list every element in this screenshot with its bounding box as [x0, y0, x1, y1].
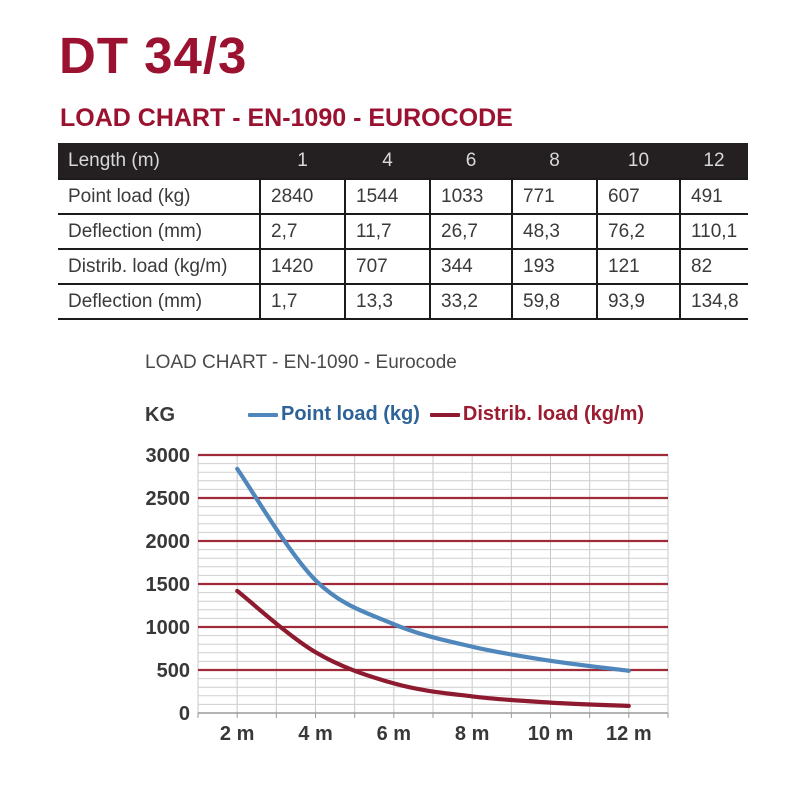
curve-point-load-kg — [235, 466, 631, 673]
col-header-6m: 6 — [430, 143, 512, 179]
page-subtitle: LOAD CHART - EN-1090 - EUROCODE — [60, 104, 513, 132]
cell-value: 1420 — [259, 248, 345, 284]
cell-value: 491 — [679, 178, 748, 214]
cell-value: 2840 — [259, 178, 345, 214]
cell-value: 26,7 — [429, 213, 512, 249]
row-label: Point load (kg) — [58, 178, 260, 214]
y-tick-labels: 0 500 1000 1500 2000 2500 3000 — [146, 445, 191, 725]
major-gridlines — [198, 453, 668, 672]
table-header-row: Length (m) 1 4 6 8 10 12 — [58, 143, 748, 179]
svg-text:2 m: 2 m — [220, 723, 254, 745]
cell-value: 76,2 — [596, 213, 680, 249]
cell-value: 48,3 — [511, 213, 597, 249]
cell-value: 59,8 — [511, 283, 597, 320]
svg-text:6 m: 6 m — [377, 723, 411, 745]
cell-value: 1,7 — [259, 283, 345, 320]
row-label: Deflection (mm) — [58, 283, 260, 320]
x-axis-baseline — [197, 712, 669, 718]
svg-text:1000: 1000 — [146, 617, 191, 639]
svg-text:0: 0 — [179, 703, 190, 725]
col-header-10m: 10 — [597, 143, 680, 179]
cell-value: 110,1 — [679, 213, 748, 249]
table-row-deflection-point: Deflection (mm) 2,7 11,7 26,7 48,3 76,2 … — [58, 213, 748, 249]
svg-text:3000: 3000 — [146, 445, 191, 467]
row-label: Deflection (mm) — [58, 213, 260, 249]
row-label: Distrib. load (kg/m) — [58, 248, 260, 284]
curve-distrib-load-kg-m — [235, 588, 631, 708]
table-row-distrib-load: Distrib. load (kg/m) 1420 707 344 193 12… — [58, 248, 748, 284]
table-row-deflection-distrib: Deflection (mm) 1,7 13,3 33,2 59,8 93,9 … — [58, 283, 748, 320]
cell-value: 1033 — [429, 178, 512, 214]
cell-value: 344 — [429, 248, 512, 284]
svg-text:2000: 2000 — [146, 531, 191, 553]
cell-value: 607 — [596, 178, 680, 214]
cell-value: 771 — [511, 178, 597, 214]
col-header-8m: 8 — [512, 143, 597, 179]
col-header-12m: 12 — [680, 143, 748, 179]
cell-value: 1544 — [344, 178, 430, 214]
point-load-line-swatch — [248, 412, 278, 417]
cell-value: 134,8 — [679, 283, 748, 320]
cell-value: 2,7 — [259, 213, 345, 249]
svg-text:10 m: 10 m — [528, 723, 574, 745]
svg-text:4 m: 4 m — [298, 723, 332, 745]
legend-item-point-load: Point load (kg) — [248, 403, 420, 426]
load-chart-plot: 0 500 1000 1500 2000 2500 3000 2 m 4 m 6 m 8 m 10 m… — [146, 445, 669, 745]
col-header-length: Length (m) — [58, 143, 260, 179]
y-axis-unit-label: KG — [145, 404, 175, 426]
table-row-point-load: Point load (kg) 2840 1544 1033 771 607 4… — [58, 178, 748, 214]
svg-text:2500: 2500 — [146, 488, 191, 510]
cell-value: 33,2 — [429, 283, 512, 320]
svg-text:500: 500 — [157, 660, 190, 682]
cell-value: 93,9 — [596, 283, 680, 320]
cell-value: 707 — [344, 248, 430, 284]
cell-value: 121 — [596, 248, 680, 284]
cell-value: 13,3 — [344, 283, 430, 320]
cell-value: 82 — [679, 248, 748, 284]
svg-text:8 m: 8 m — [455, 723, 489, 745]
col-header-4m: 4 — [345, 143, 430, 179]
cell-value: 193 — [511, 248, 597, 284]
distrib-load-line-swatch — [429, 412, 460, 417]
chart-title: LOAD CHART - EN-1090 - Eurocode — [145, 352, 457, 373]
page-title: DT 34/3 — [59, 27, 248, 84]
svg-text:1500: 1500 — [146, 574, 191, 596]
legend-item-distrib-load: Distrib. load (kg/m) — [429, 403, 645, 426]
x-tick-labels: 2 m 4 m 6 m 8 m 10 m 12 m — [220, 723, 652, 745]
chart-legend: Point load (kg) Distrib. load (kg/m) — [248, 403, 654, 426]
svg-text:12 m: 12 m — [606, 723, 652, 745]
load-table: Length (m) 1 4 6 8 10 12 Point load (kg)… — [58, 143, 748, 320]
col-header-1m: 1 — [260, 143, 345, 179]
legend-label-distrib-load: Distrib. load (kg/m) — [462, 403, 645, 425]
cell-value: 11,7 — [344, 213, 430, 249]
legend-label-point-load: Point load (kg) — [281, 403, 420, 425]
